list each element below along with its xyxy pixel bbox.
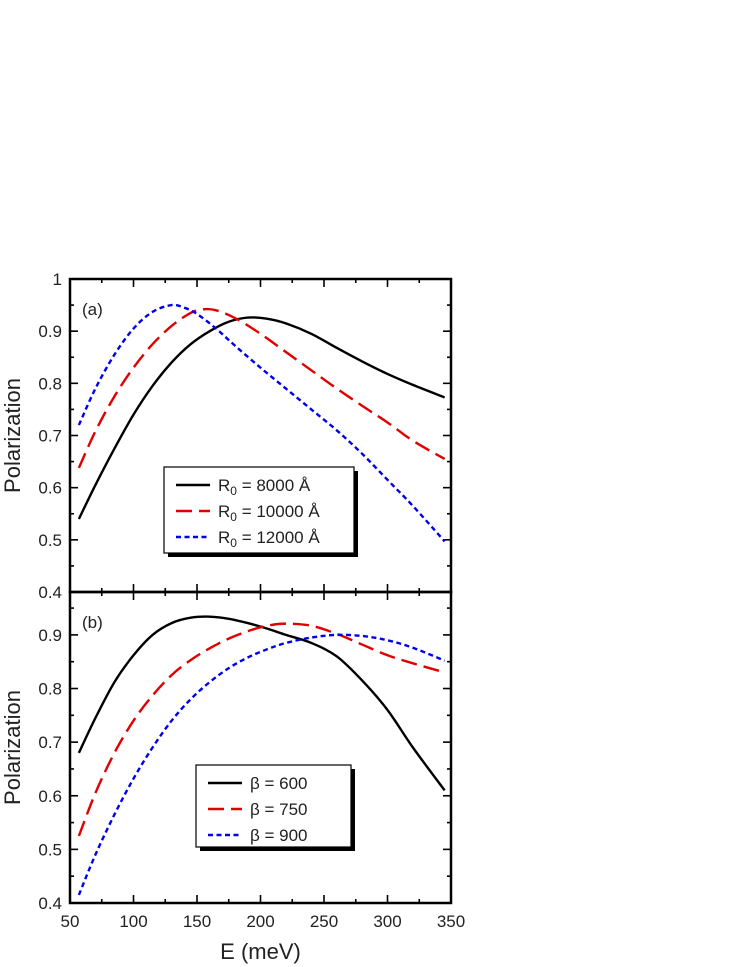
legend-box — [163, 466, 355, 554]
y-tick-label: 0.4 — [38, 894, 62, 913]
legend-label: R0 = 8000 Å — [218, 476, 311, 498]
y-tick-label: 0.6 — [38, 479, 62, 498]
y-tick-label: 0.8 — [38, 680, 62, 699]
y-tick-label: 0.7 — [38, 733, 62, 752]
legend-box — [195, 764, 352, 848]
plot-frame-b — [68, 590, 453, 905]
x-tick-label: 300 — [373, 912, 401, 931]
panel-label: (b) — [82, 613, 103, 632]
x-tick-label: 250 — [310, 912, 338, 931]
y-tick-label: 0.8 — [38, 374, 62, 393]
series-line-red — [77, 622, 445, 837]
y-tick-label: 0.9 — [38, 322, 62, 341]
series-line-blue — [77, 633, 446, 896]
y-tick-label: 0.5 — [38, 531, 62, 550]
x-tick-label: 200 — [246, 912, 274, 931]
x-tick-label: 100 — [119, 912, 147, 931]
panel-label: (a) — [82, 300, 103, 319]
y-axis-title: Polarization — [0, 378, 25, 493]
x-tick-label: 150 — [183, 912, 211, 931]
y-tick-label: 0.7 — [38, 427, 62, 446]
legend-label: β = 900 — [250, 826, 308, 845]
y-tick-label: 0.6 — [38, 787, 62, 806]
x-axis-title: E (meV) — [220, 939, 301, 964]
y-tick-label: 0.4 — [38, 583, 62, 602]
y-tick-label: 1 — [53, 270, 62, 289]
y-tick-label: 0.5 — [38, 840, 62, 859]
legend-label: R0 = 10000 Å — [218, 502, 320, 524]
series-line-black — [77, 615, 446, 792]
series-line-red — [77, 307, 446, 469]
legend-label: R0 = 12000 Å — [218, 528, 320, 550]
x-tick-label: 50 — [61, 912, 80, 931]
panel-a: 0.4 0.5 0.6 0.7 0.8 0.9 1 Polarization (a) R0 = 8… — [0, 270, 453, 602]
y-tick-label: 0.9 — [38, 626, 62, 645]
legend-label: β = 750 — [250, 800, 308, 819]
legend-label: β = 600 — [250, 774, 308, 793]
panel-b: 0.4 0.5 0.6 0.7 0.8 0.9 50 100 150 200 250 300 350 E … — [0, 590, 465, 964]
x-tick-label: 350 — [437, 912, 465, 931]
series-line-blue — [77, 303, 446, 543]
y-axis-title: Polarization — [0, 690, 25, 805]
